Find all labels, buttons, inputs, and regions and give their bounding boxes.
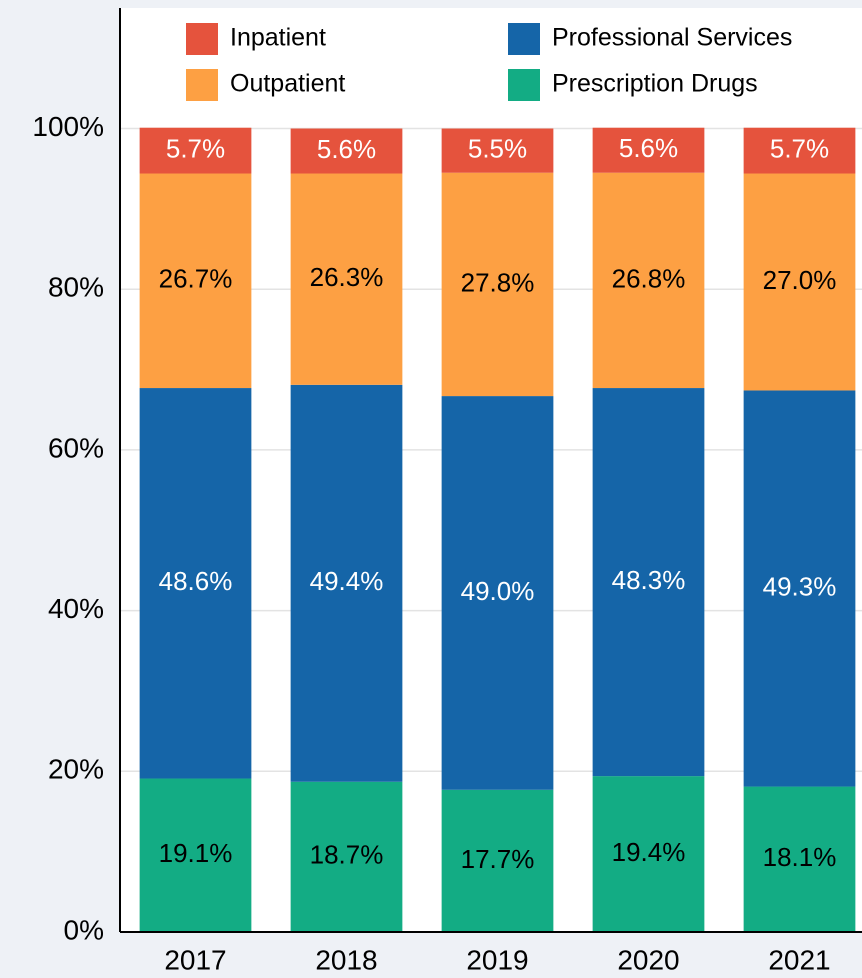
x-tick-label: 2021 xyxy=(768,944,830,975)
data-label: 48.6% xyxy=(159,566,233,596)
data-label: 48.3% xyxy=(612,565,686,595)
bar-segment xyxy=(743,390,856,787)
data-label: 49.4% xyxy=(310,566,384,596)
legend-label: Professional Services xyxy=(552,24,792,52)
bar-segment xyxy=(743,127,856,174)
data-label: 27.8% xyxy=(461,267,535,297)
bar-segment xyxy=(592,172,705,389)
data-label: 5.7% xyxy=(166,133,225,163)
legend-label: Prescription Drugs xyxy=(552,70,758,98)
x-tick-label: 2019 xyxy=(466,944,528,975)
y-tick-label: 60% xyxy=(48,432,104,463)
data-label: 5.7% xyxy=(770,133,829,163)
bar-segment xyxy=(290,384,403,782)
y-tick-label: 20% xyxy=(48,754,104,785)
data-label: 18.1% xyxy=(763,842,837,872)
legend-swatch xyxy=(508,69,540,101)
x-tick-label: 2018 xyxy=(315,944,377,975)
legend-label: Outpatient xyxy=(230,70,345,98)
legend-swatch xyxy=(186,69,218,101)
bar-segment xyxy=(290,781,403,932)
data-label: 26.8% xyxy=(612,263,686,293)
legend-label: Inpatient xyxy=(230,24,326,52)
bar-segment xyxy=(441,789,554,932)
y-tick-label: 100% xyxy=(32,111,104,142)
bar-segment xyxy=(592,388,705,777)
x-tick-label: 2017 xyxy=(164,944,226,975)
data-label: 27.0% xyxy=(763,265,837,295)
bar-segment xyxy=(290,173,403,385)
legend-swatch xyxy=(186,23,218,55)
bar-segment xyxy=(743,173,856,391)
bar-segment xyxy=(743,786,856,932)
data-label: 17.7% xyxy=(461,844,535,874)
bar-segment xyxy=(592,127,705,173)
data-label: 5.6% xyxy=(619,133,678,163)
data-label: 26.7% xyxy=(159,264,233,294)
bar-segment xyxy=(592,776,705,932)
y-tick-label: 80% xyxy=(48,272,104,303)
data-label: 49.0% xyxy=(461,576,535,606)
data-label: 26.3% xyxy=(310,262,384,292)
bar-segment xyxy=(139,388,252,779)
y-tick-label: 0% xyxy=(64,914,104,945)
bar-segment xyxy=(441,172,554,397)
bar-segment xyxy=(139,127,252,174)
bar-segment xyxy=(139,778,252,932)
legend-swatch xyxy=(508,23,540,55)
data-label: 18.7% xyxy=(310,840,384,870)
data-label: 19.4% xyxy=(612,837,686,867)
x-tick-label: 2020 xyxy=(617,944,679,975)
data-label: 5.6% xyxy=(317,134,376,164)
data-label: 19.1% xyxy=(159,838,233,868)
bar-segment xyxy=(441,128,554,173)
data-label: 49.3% xyxy=(763,571,837,601)
bar-segment xyxy=(441,396,554,790)
y-tick-label: 40% xyxy=(48,593,104,624)
data-label: 5.5% xyxy=(468,133,527,163)
bar-segment xyxy=(290,128,403,174)
bar-segment xyxy=(139,173,252,389)
